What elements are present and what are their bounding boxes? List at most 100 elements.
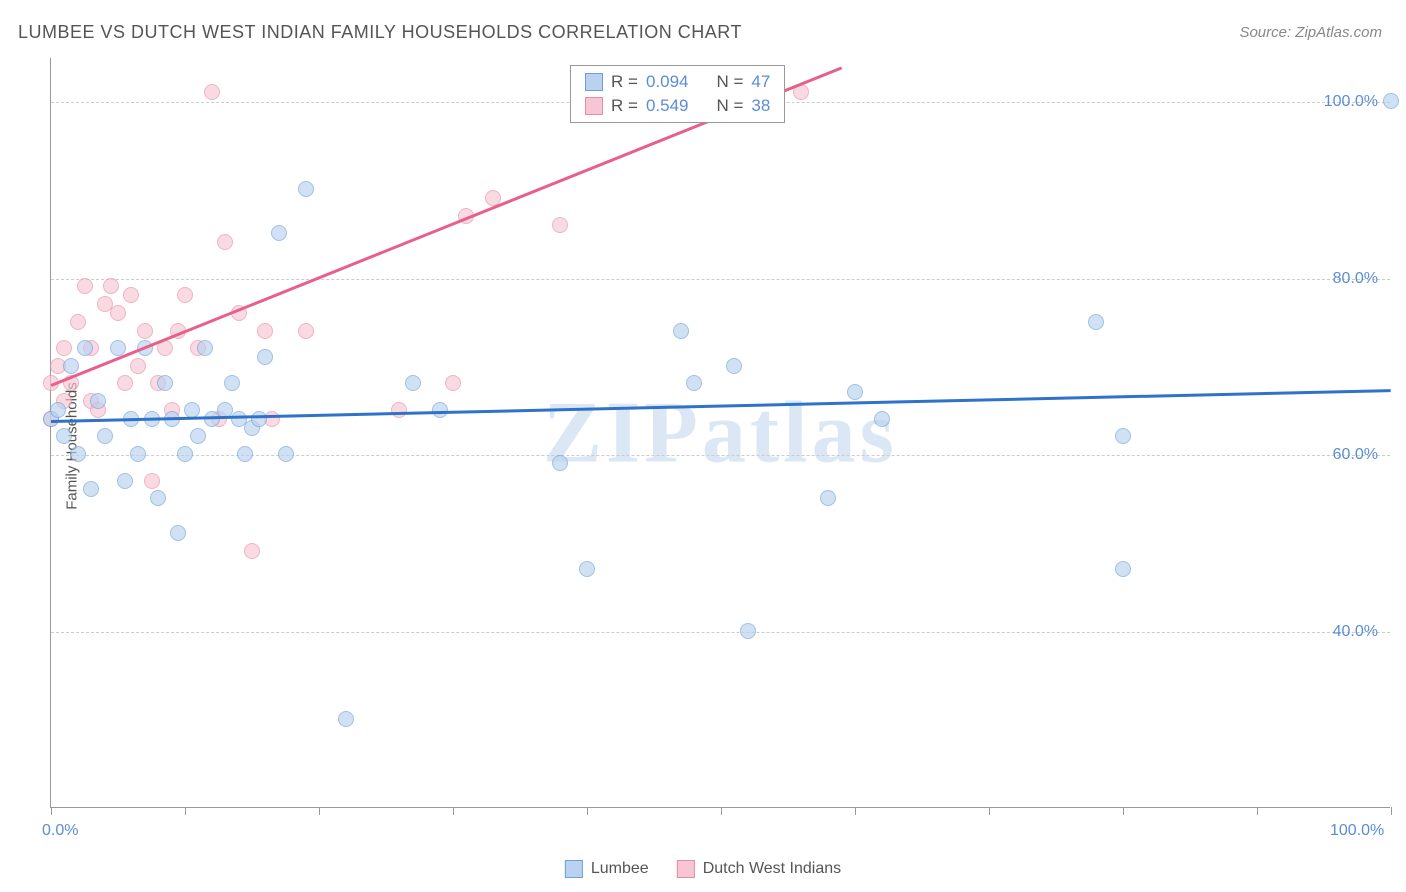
y-tick-label: 80.0%: [1333, 270, 1378, 288]
scatter-point: [184, 402, 200, 418]
x-tick: [1257, 807, 1258, 815]
scatter-point: [673, 323, 689, 339]
legend-item: Lumbee: [565, 860, 649, 878]
r-value: 0.549: [646, 96, 689, 116]
watermark: ZIPatlas: [543, 382, 898, 483]
scatter-point: [338, 711, 354, 727]
x-tick: [319, 807, 320, 815]
scatter-point: [874, 411, 890, 427]
legend-item: Dutch West Indians: [677, 860, 841, 878]
n-label: N =: [716, 72, 743, 92]
scatter-point: [1383, 93, 1399, 109]
scatter-point: [110, 305, 126, 321]
stats-row: R = 0.094 N = 47: [585, 70, 770, 94]
chart-title: LUMBEE VS DUTCH WEST INDIAN FAMILY HOUSE…: [18, 22, 742, 43]
scatter-point: [70, 314, 86, 330]
legend-swatch: [565, 860, 583, 878]
scatter-point: [740, 623, 756, 639]
x-tick: [51, 807, 52, 815]
r-label: R =: [611, 96, 638, 116]
scatter-point: [70, 446, 86, 462]
legend: Lumbee Dutch West Indians: [565, 860, 841, 878]
scatter-point: [244, 543, 260, 559]
scatter-point: [445, 375, 461, 391]
scatter-point: [1115, 561, 1131, 577]
y-tick-label: 100.0%: [1324, 93, 1378, 111]
trend-line: [51, 389, 1391, 422]
scatter-point: [170, 525, 186, 541]
scatter-point: [552, 455, 568, 471]
r-value: 0.094: [646, 72, 689, 92]
scatter-point: [103, 278, 119, 294]
scatter-point: [150, 490, 166, 506]
legend-swatch: [585, 97, 603, 115]
scatter-point: [137, 323, 153, 339]
x-tick: [1391, 807, 1392, 815]
scatter-point: [820, 490, 836, 506]
x-tick: [1123, 807, 1124, 815]
scatter-point: [1115, 428, 1131, 444]
scatter-point: [237, 446, 253, 462]
stats-row: R = 0.549 N = 38: [585, 94, 770, 118]
scatter-point: [251, 411, 267, 427]
scatter-point: [391, 402, 407, 418]
scatter-point: [177, 287, 193, 303]
scatter-point: [130, 446, 146, 462]
gridline: [51, 279, 1390, 280]
legend-swatch: [585, 73, 603, 91]
scatter-point: [77, 340, 93, 356]
legend-label: Lumbee: [591, 860, 649, 878]
scatter-point: [130, 358, 146, 374]
x-tick: [721, 807, 722, 815]
scatter-point: [77, 278, 93, 294]
scatter-point: [726, 358, 742, 374]
r-label: R =: [611, 72, 638, 92]
scatter-point: [90, 393, 106, 409]
stats-box: R = 0.094 N = 47 R = 0.549 N = 38: [570, 65, 785, 123]
gridline: [51, 632, 1390, 633]
x-tick: [453, 807, 454, 815]
scatter-point: [552, 217, 568, 233]
y-tick-label: 60.0%: [1333, 446, 1378, 464]
source-attribution: Source: ZipAtlas.com: [1239, 24, 1382, 41]
scatter-point: [197, 340, 213, 356]
scatter-point: [224, 375, 240, 391]
scatter-point: [123, 287, 139, 303]
scatter-point: [579, 561, 595, 577]
scatter-point: [97, 428, 113, 444]
scatter-point: [157, 375, 173, 391]
scatter-point: [117, 375, 133, 391]
scatter-point: [117, 473, 133, 489]
scatter-point: [217, 234, 233, 250]
scatter-point: [56, 428, 72, 444]
n-label: N =: [716, 96, 743, 116]
x-tick: [587, 807, 588, 815]
scatter-point: [50, 402, 66, 418]
y-tick-label: 40.0%: [1333, 623, 1378, 641]
scatter-point: [257, 323, 273, 339]
x-tick: [855, 807, 856, 815]
plot-area: ZIPatlas 40.0% 60.0% 80.0% 100.0%: [50, 58, 1390, 808]
scatter-point: [257, 349, 273, 365]
x-tick: [185, 807, 186, 815]
n-value: 38: [751, 96, 770, 116]
scatter-point: [190, 428, 206, 444]
n-value: 47: [751, 72, 770, 92]
scatter-point: [204, 84, 220, 100]
scatter-point: [56, 340, 72, 356]
scatter-point: [1088, 314, 1104, 330]
legend-label: Dutch West Indians: [703, 860, 841, 878]
x-tick: [989, 807, 990, 815]
scatter-point: [83, 481, 99, 497]
x-tick-label: 0.0%: [42, 822, 78, 840]
legend-swatch: [677, 860, 695, 878]
scatter-point: [63, 358, 79, 374]
scatter-point: [405, 375, 421, 391]
x-tick-label: 100.0%: [1330, 822, 1384, 840]
scatter-point: [686, 375, 702, 391]
scatter-point: [298, 181, 314, 197]
scatter-point: [271, 225, 287, 241]
scatter-point: [847, 384, 863, 400]
scatter-point: [298, 323, 314, 339]
scatter-point: [278, 446, 294, 462]
